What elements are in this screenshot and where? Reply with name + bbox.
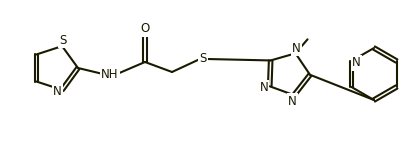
- Text: O: O: [140, 22, 150, 36]
- Text: N: N: [53, 85, 61, 98]
- Text: N: N: [292, 42, 301, 55]
- Text: NH: NH: [101, 68, 119, 81]
- Text: S: S: [59, 34, 67, 47]
- Text: S: S: [200, 53, 207, 66]
- Text: N: N: [288, 95, 297, 108]
- Text: N: N: [260, 81, 268, 94]
- Text: N: N: [352, 56, 361, 70]
